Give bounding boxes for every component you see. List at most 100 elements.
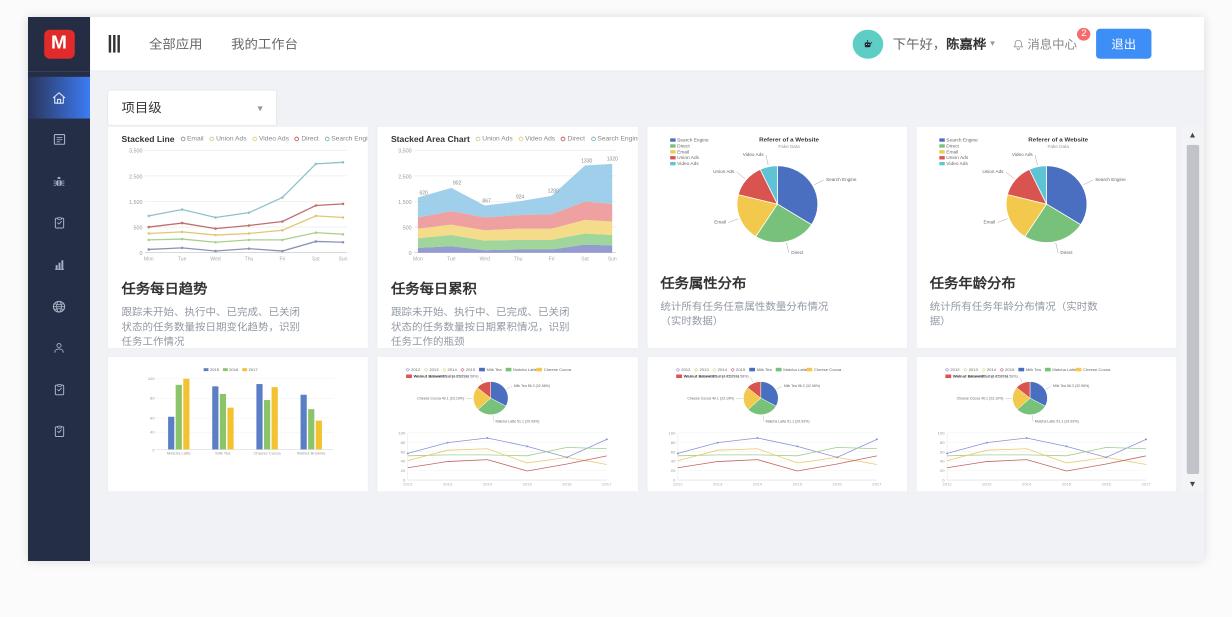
svg-text:40: 40 (150, 430, 155, 435)
svg-text:Video Ads: Video Ads (946, 161, 968, 166)
svg-text:2015: 2015 (210, 367, 220, 372)
svg-text:60: 60 (940, 449, 945, 454)
svg-text:2013: 2013 (430, 367, 440, 372)
svg-text:2013: 2013 (443, 482, 453, 487)
svg-text:Matcha Latte 51.1 (29.93%): Matcha Latte 51.1 (29.93%) (765, 419, 809, 423)
svg-text:2017: 2017 (602, 482, 612, 487)
svg-text:Direct: Direct (791, 250, 804, 255)
svg-text:Search Engine: Search Engine (677, 138, 709, 143)
svg-text:Sat: Sat (581, 257, 589, 263)
svg-text:1,500: 1,500 (398, 200, 412, 206)
svg-text:Email: Email (714, 220, 726, 225)
svg-text:1320: 1320 (607, 157, 618, 163)
svg-text:2014: 2014 (1022, 482, 1032, 487)
svg-text:2014: 2014 (448, 367, 458, 372)
svg-text:Email: Email (946, 149, 958, 154)
svg-text:1,500: 1,500 (129, 200, 143, 206)
svg-text:902: 902 (453, 181, 462, 187)
svg-text:2016: 2016 (563, 482, 573, 487)
svg-text:2012: 2012 (411, 367, 421, 372)
svg-text:Milk Tea 56.3 (32.98%): Milk Tea 56.3 (32.98%) (514, 384, 550, 388)
svg-text:Milk Tea: Milk Tea (487, 367, 503, 372)
svg-text:Union Ads: Union Ads (946, 155, 969, 160)
svg-text:0: 0 (409, 251, 412, 257)
svg-text:Cheese Cocoa 40.1 (23.19%): Cheese Cocoa 40.1 (23.19%) (956, 397, 1003, 401)
svg-text:Search Engine: Search Engine (1095, 177, 1126, 182)
svg-text:2015: 2015 (1062, 482, 1072, 487)
svg-text:Fake Data: Fake Data (1047, 144, 1069, 149)
svg-text:20: 20 (940, 468, 945, 473)
svg-text:2017: 2017 (1141, 482, 1151, 487)
svg-text:2,500: 2,500 (398, 174, 412, 180)
svg-text:2015: 2015 (523, 482, 533, 487)
svg-text:Wed: Wed (480, 257, 490, 263)
svg-text:Matcha Latte: Matcha Latte (1052, 367, 1077, 372)
svg-text:Tue: Tue (447, 257, 456, 263)
svg-text:Cheese Cocoa 40.1 (23.19%): Cheese Cocoa 40.1 (23.19%) (418, 397, 465, 401)
svg-text:Direct: Direct (946, 144, 959, 149)
svg-text:Milk Tea 56.3 (32.98%): Milk Tea 56.3 (32.98%) (783, 384, 819, 388)
svg-text:Fri: Fri (549, 257, 555, 263)
svg-text:100: 100 (148, 376, 156, 381)
svg-text:80: 80 (401, 440, 406, 445)
svg-text:2012: 2012 (950, 367, 960, 372)
svg-text:Matcha Latte: Matcha Latte (783, 367, 808, 372)
svg-text:Cheese Cocoa: Cheese Cocoa (544, 367, 572, 372)
svg-text:Fake Data: Fake Data (778, 144, 800, 149)
svg-text:2013: 2013 (713, 482, 723, 487)
svg-text:Thu: Thu (514, 257, 523, 263)
svg-text:Milk Tea: Milk Tea (215, 451, 231, 456)
svg-text:2014: 2014 (987, 367, 997, 372)
svg-text:40: 40 (940, 459, 945, 464)
svg-text:Video Ads: Video Ads (677, 161, 699, 166)
svg-text:Cheese Cocoa: Cheese Cocoa (813, 367, 841, 372)
svg-text:500: 500 (133, 225, 142, 231)
svg-text:60: 60 (670, 449, 675, 454)
svg-text:500: 500 (403, 225, 412, 231)
svg-text:100: 100 (937, 430, 945, 435)
svg-text:2015: 2015 (735, 367, 745, 372)
svg-text:2012: 2012 (942, 482, 952, 487)
svg-text:Union Ads: Union Ads (982, 169, 1004, 174)
svg-text:2015: 2015 (1005, 367, 1015, 372)
svg-text:20: 20 (401, 468, 406, 473)
svg-text:2014: 2014 (483, 482, 493, 487)
svg-text:60: 60 (150, 415, 155, 420)
svg-text:2014: 2014 (717, 367, 727, 372)
svg-text:2013: 2013 (699, 367, 709, 372)
svg-text:Referer of a Website: Referer of a Website (759, 137, 819, 143)
svg-text:Email: Email (677, 149, 689, 154)
svg-text:Mon: Mon (144, 257, 154, 263)
svg-text:100: 100 (668, 430, 676, 435)
svg-text:40: 40 (670, 459, 675, 464)
svg-text:Sat: Sat (312, 257, 320, 263)
svg-text:867: 867 (483, 198, 492, 204)
svg-text:0: 0 (152, 448, 155, 453)
svg-text:Search Engine: Search Engine (946, 138, 978, 143)
svg-text:2,500: 2,500 (129, 174, 143, 180)
svg-text:Walnut Brownie 25.2 (14.58%): Walnut Brownie 25.2 (14.58%) (969, 375, 1017, 379)
svg-text:Union Ads: Union Ads (677, 155, 700, 160)
svg-text:0: 0 (140, 251, 143, 257)
svg-text:3,500: 3,500 (398, 149, 412, 155)
svg-text:Cheese Cocoa: Cheese Cocoa (1083, 367, 1111, 372)
svg-text:2015: 2015 (792, 482, 802, 487)
svg-text:80: 80 (150, 396, 155, 401)
svg-text:Matcha Latte 51.1 (29.93%): Matcha Latte 51.1 (29.93%) (496, 419, 540, 423)
svg-text:Direct: Direct (1060, 250, 1073, 255)
svg-text:Tue: Tue (178, 257, 187, 263)
svg-text:2016: 2016 (832, 482, 842, 487)
svg-text:2016: 2016 (229, 367, 239, 372)
svg-text:Sun: Sun (608, 257, 617, 263)
svg-text:Mon: Mon (413, 257, 423, 263)
svg-text:Fri: Fri (279, 257, 285, 263)
svg-text:60: 60 (401, 449, 406, 454)
svg-text:2012: 2012 (681, 367, 691, 372)
svg-text:1280: 1280 (548, 189, 559, 195)
svg-text:Thu: Thu (245, 257, 254, 263)
svg-text:Matcha Latte 51.1 (29.93%): Matcha Latte 51.1 (29.93%) (1035, 419, 1079, 423)
svg-text:2013: 2013 (982, 482, 992, 487)
svg-text:Video Ads: Video Ads (742, 152, 764, 157)
svg-text:Email: Email (983, 220, 995, 225)
svg-text:80: 80 (940, 440, 945, 445)
